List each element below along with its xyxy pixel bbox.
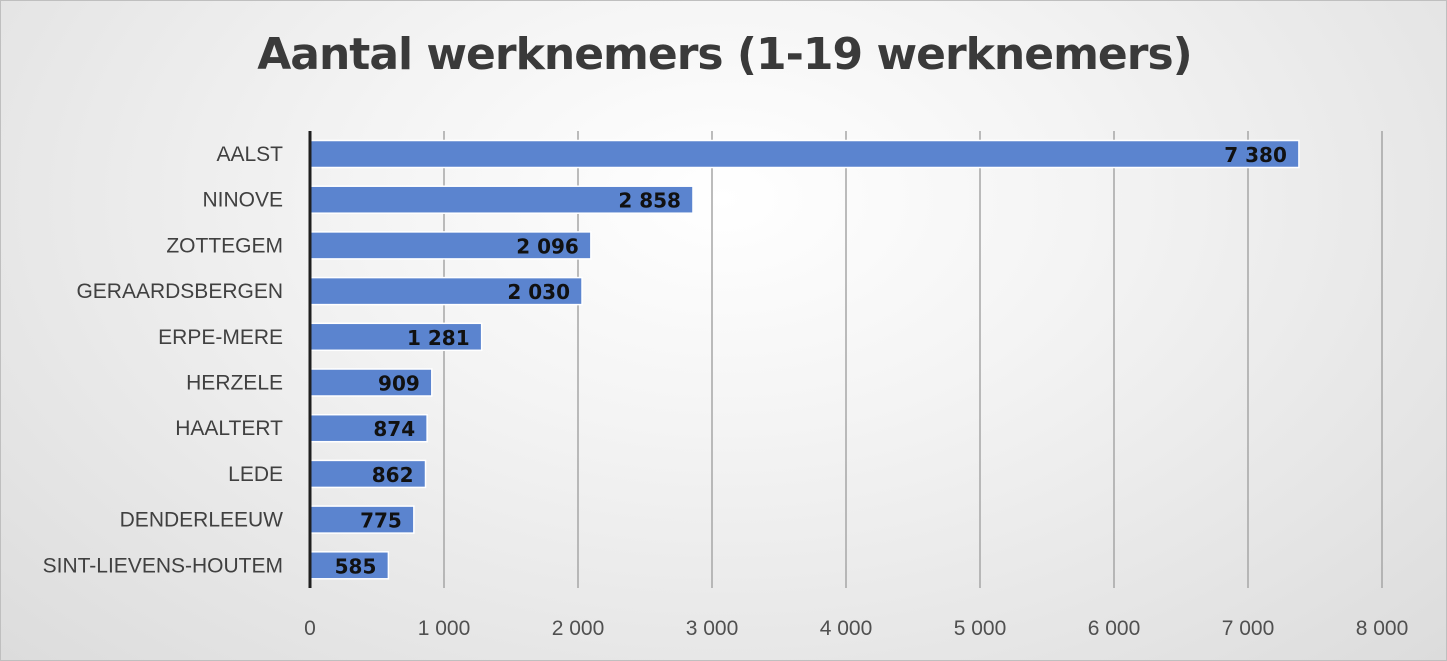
category-label: AALST	[216, 143, 283, 166]
x-tick-label: 8 000	[1356, 617, 1409, 640]
category-label: ERPE-MERE	[158, 326, 283, 349]
x-tick-label: 5 000	[954, 617, 1007, 640]
category-label: ZOTTEGEM	[166, 234, 283, 257]
data-label: 2 030	[507, 280, 570, 304]
category-label: DENDERLEEUW	[120, 509, 284, 532]
x-tick-label: 2 000	[552, 617, 605, 640]
category-label: HERZELE	[186, 372, 283, 395]
x-tick-label: 3 000	[686, 617, 739, 640]
bar	[309, 413, 428, 443]
x-tick-label: 4 000	[820, 617, 873, 640]
category-label: LEDE	[228, 463, 283, 486]
data-label: 775	[360, 509, 402, 533]
category-label: GERAARDSBERGEN	[76, 280, 283, 303]
x-tick-label: 0	[304, 617, 316, 640]
bar	[309, 322, 483, 352]
x-tick-label: 7 000	[1222, 617, 1275, 640]
data-label: 2 858	[618, 189, 681, 213]
bar	[309, 139, 1300, 169]
x-tick-label: 1 000	[418, 617, 471, 640]
category-label: HAALTERT	[175, 417, 283, 440]
data-label: 7 380	[1224, 143, 1287, 167]
category-label: SINT-LIEVENS-HOUTEM	[43, 554, 283, 577]
data-label: 862	[372, 463, 414, 487]
data-label: 2 096	[516, 234, 579, 258]
data-label: 909	[378, 372, 420, 396]
chart-title: Aantal werknemers (1-19 werknemers)	[257, 29, 1193, 80]
data-label: 874	[373, 417, 415, 441]
x-tick-label: 6 000	[1088, 617, 1141, 640]
category-label: NINOVE	[202, 189, 283, 212]
data-label: 585	[335, 554, 377, 578]
bar	[309, 368, 433, 397]
bar	[309, 231, 592, 260]
bar	[309, 185, 694, 214]
data-label: 1 281	[407, 326, 470, 350]
bar	[309, 551, 390, 580]
bar	[309, 459, 427, 489]
